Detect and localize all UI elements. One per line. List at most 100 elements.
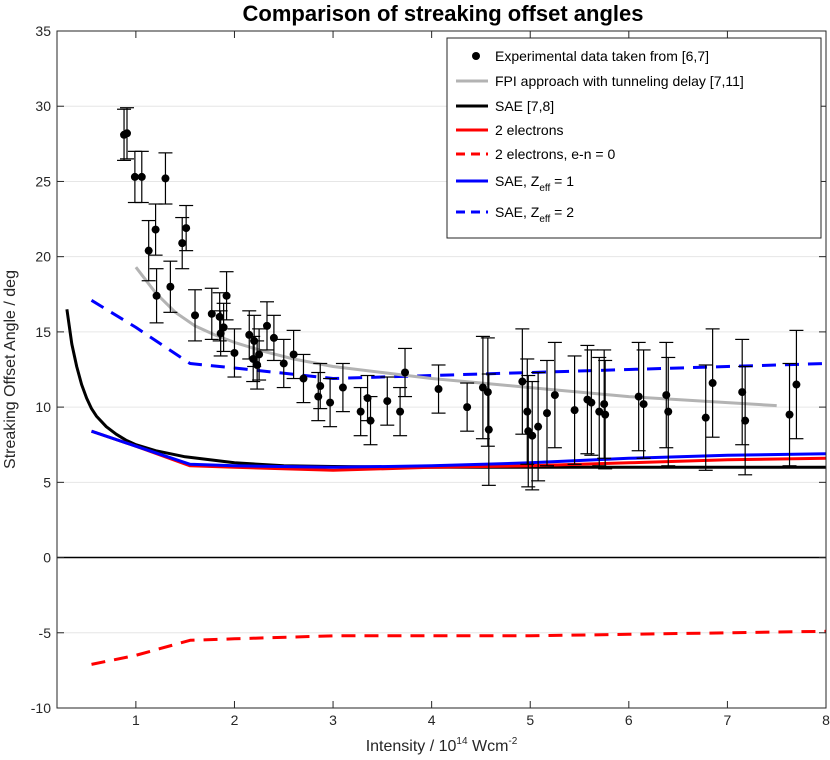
data-point [518, 377, 527, 386]
data-point [289, 350, 298, 359]
data-point [587, 398, 596, 407]
y-tick-label: 5 [43, 474, 51, 490]
data-point [634, 392, 643, 401]
data-point [230, 348, 239, 357]
data-point [166, 282, 175, 291]
legend-label-4: 2 electrons, e-n = 0 [495, 146, 615, 162]
plot-frame [56, 30, 827, 709]
y-tick-label: 10 [35, 399, 51, 415]
data-point [366, 416, 375, 425]
legend-label-0: Experimental data taken from [6,7] [495, 48, 709, 64]
series-lines [65, 266, 827, 666]
data-point [570, 406, 579, 415]
data-point [269, 333, 278, 342]
data-point [741, 416, 750, 425]
data-point [279, 359, 288, 368]
legend-box [446, 37, 822, 239]
data-point [249, 354, 258, 363]
data-point [595, 407, 604, 416]
data-point [523, 407, 532, 416]
data-point [738, 388, 747, 397]
y-axis-label: Streaking Offset Angle / deg [2, 270, 19, 469]
data-point [316, 382, 325, 391]
data-point [708, 379, 717, 388]
data-point [550, 391, 559, 400]
y-tick-label: 30 [35, 98, 51, 114]
data-point [484, 425, 493, 434]
data-point [434, 385, 443, 394]
data-point [137, 172, 146, 181]
x-tick-label: 2 [231, 712, 239, 728]
data-point [396, 407, 405, 416]
series-line-3 [91, 629, 827, 666]
axis-ticks: -10 -5 0 5 10 15 20 25 30 35 1 2 3 4 5 6 7 8 [31, 23, 830, 728]
data-point [785, 410, 794, 419]
data-point [792, 380, 801, 389]
data-point [191, 311, 200, 320]
data-point [122, 129, 131, 138]
data-point [299, 374, 308, 383]
x-axis-label-unit-exponent: -2 [508, 736, 517, 747]
data-point [262, 321, 271, 330]
data-point [326, 398, 335, 407]
x-tick-label: 3 [329, 712, 337, 728]
experimental-points [117, 107, 804, 491]
data-point [130, 172, 139, 181]
legend-label-3: 2 electrons [495, 122, 563, 138]
x-tick-label: 4 [428, 712, 436, 728]
data-point [144, 246, 153, 255]
data-point [662, 391, 671, 400]
x-tick-label: 7 [724, 712, 732, 728]
data-point [356, 407, 365, 416]
y-tick-label: 20 [35, 249, 51, 265]
data-point [161, 174, 170, 183]
data-point [542, 409, 551, 418]
legend-label-1: FPI approach with tunneling delay [7,11] [495, 73, 744, 89]
data-point [601, 410, 610, 419]
data-point [463, 403, 472, 412]
data-point [215, 312, 224, 321]
x-tick-label: 5 [526, 712, 534, 728]
x-axis-label-unit: Wcm [468, 738, 509, 755]
data-point [219, 323, 228, 332]
y-tick-label: -5 [39, 625, 52, 641]
data-point [207, 309, 216, 318]
data-point [534, 422, 543, 431]
y-tick-label: 15 [35, 324, 51, 340]
x-tick-label: 8 [822, 712, 830, 728]
data-point [255, 350, 264, 359]
series-line-4 [91, 429, 827, 469]
data-point [401, 368, 410, 377]
x-axis-label-exponent: 14 [456, 736, 468, 747]
x-axis-label-main: Intensity / 10 [366, 738, 457, 755]
series-line-0 [134, 266, 777, 408]
y-tick-label: 0 [43, 550, 51, 566]
data-point [253, 360, 262, 369]
data-point [338, 383, 347, 392]
legend-label-2: SAE [7,8] [495, 98, 554, 114]
y-tick-label: 25 [35, 173, 51, 189]
x-axis-label: Intensity / 1014 Wcm-2 [366, 736, 518, 755]
legend-marker [472, 52, 480, 60]
data-point [528, 431, 537, 440]
x-tick-label: 6 [625, 712, 633, 728]
data-point [182, 224, 191, 233]
data-point [178, 239, 187, 248]
legend-label-6: SAE, Zeff = 2 [495, 204, 574, 225]
data-point [151, 225, 160, 234]
data-point [222, 291, 231, 300]
legend: Experimental data taken from [6,7] FPI ap… [446, 37, 822, 239]
y-tick-label: -10 [31, 700, 51, 716]
data-point [216, 329, 225, 338]
series-line-5 [90, 299, 827, 380]
chart-title: Comparison of streaking offset angles [243, 1, 644, 26]
data-point [314, 392, 323, 401]
data-point [383, 397, 392, 406]
data-point [639, 400, 648, 409]
legend-label-5: SAE, Zeff = 1 [495, 173, 574, 194]
data-point [701, 413, 710, 422]
data-point [600, 400, 609, 409]
data-point [664, 407, 673, 416]
